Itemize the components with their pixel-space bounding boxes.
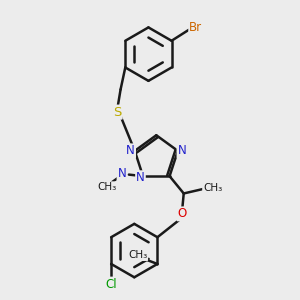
Text: N: N: [126, 144, 135, 158]
Text: CH₃: CH₃: [97, 182, 116, 192]
Text: CH₃: CH₃: [128, 250, 147, 260]
Text: O: O: [178, 207, 187, 220]
Text: N: N: [136, 171, 145, 184]
Text: N: N: [178, 144, 186, 158]
Text: Br: Br: [189, 21, 202, 34]
Text: Cl: Cl: [105, 278, 117, 291]
Text: CH₃: CH₃: [203, 183, 222, 193]
Text: N: N: [118, 167, 126, 181]
Text: S: S: [113, 106, 122, 118]
